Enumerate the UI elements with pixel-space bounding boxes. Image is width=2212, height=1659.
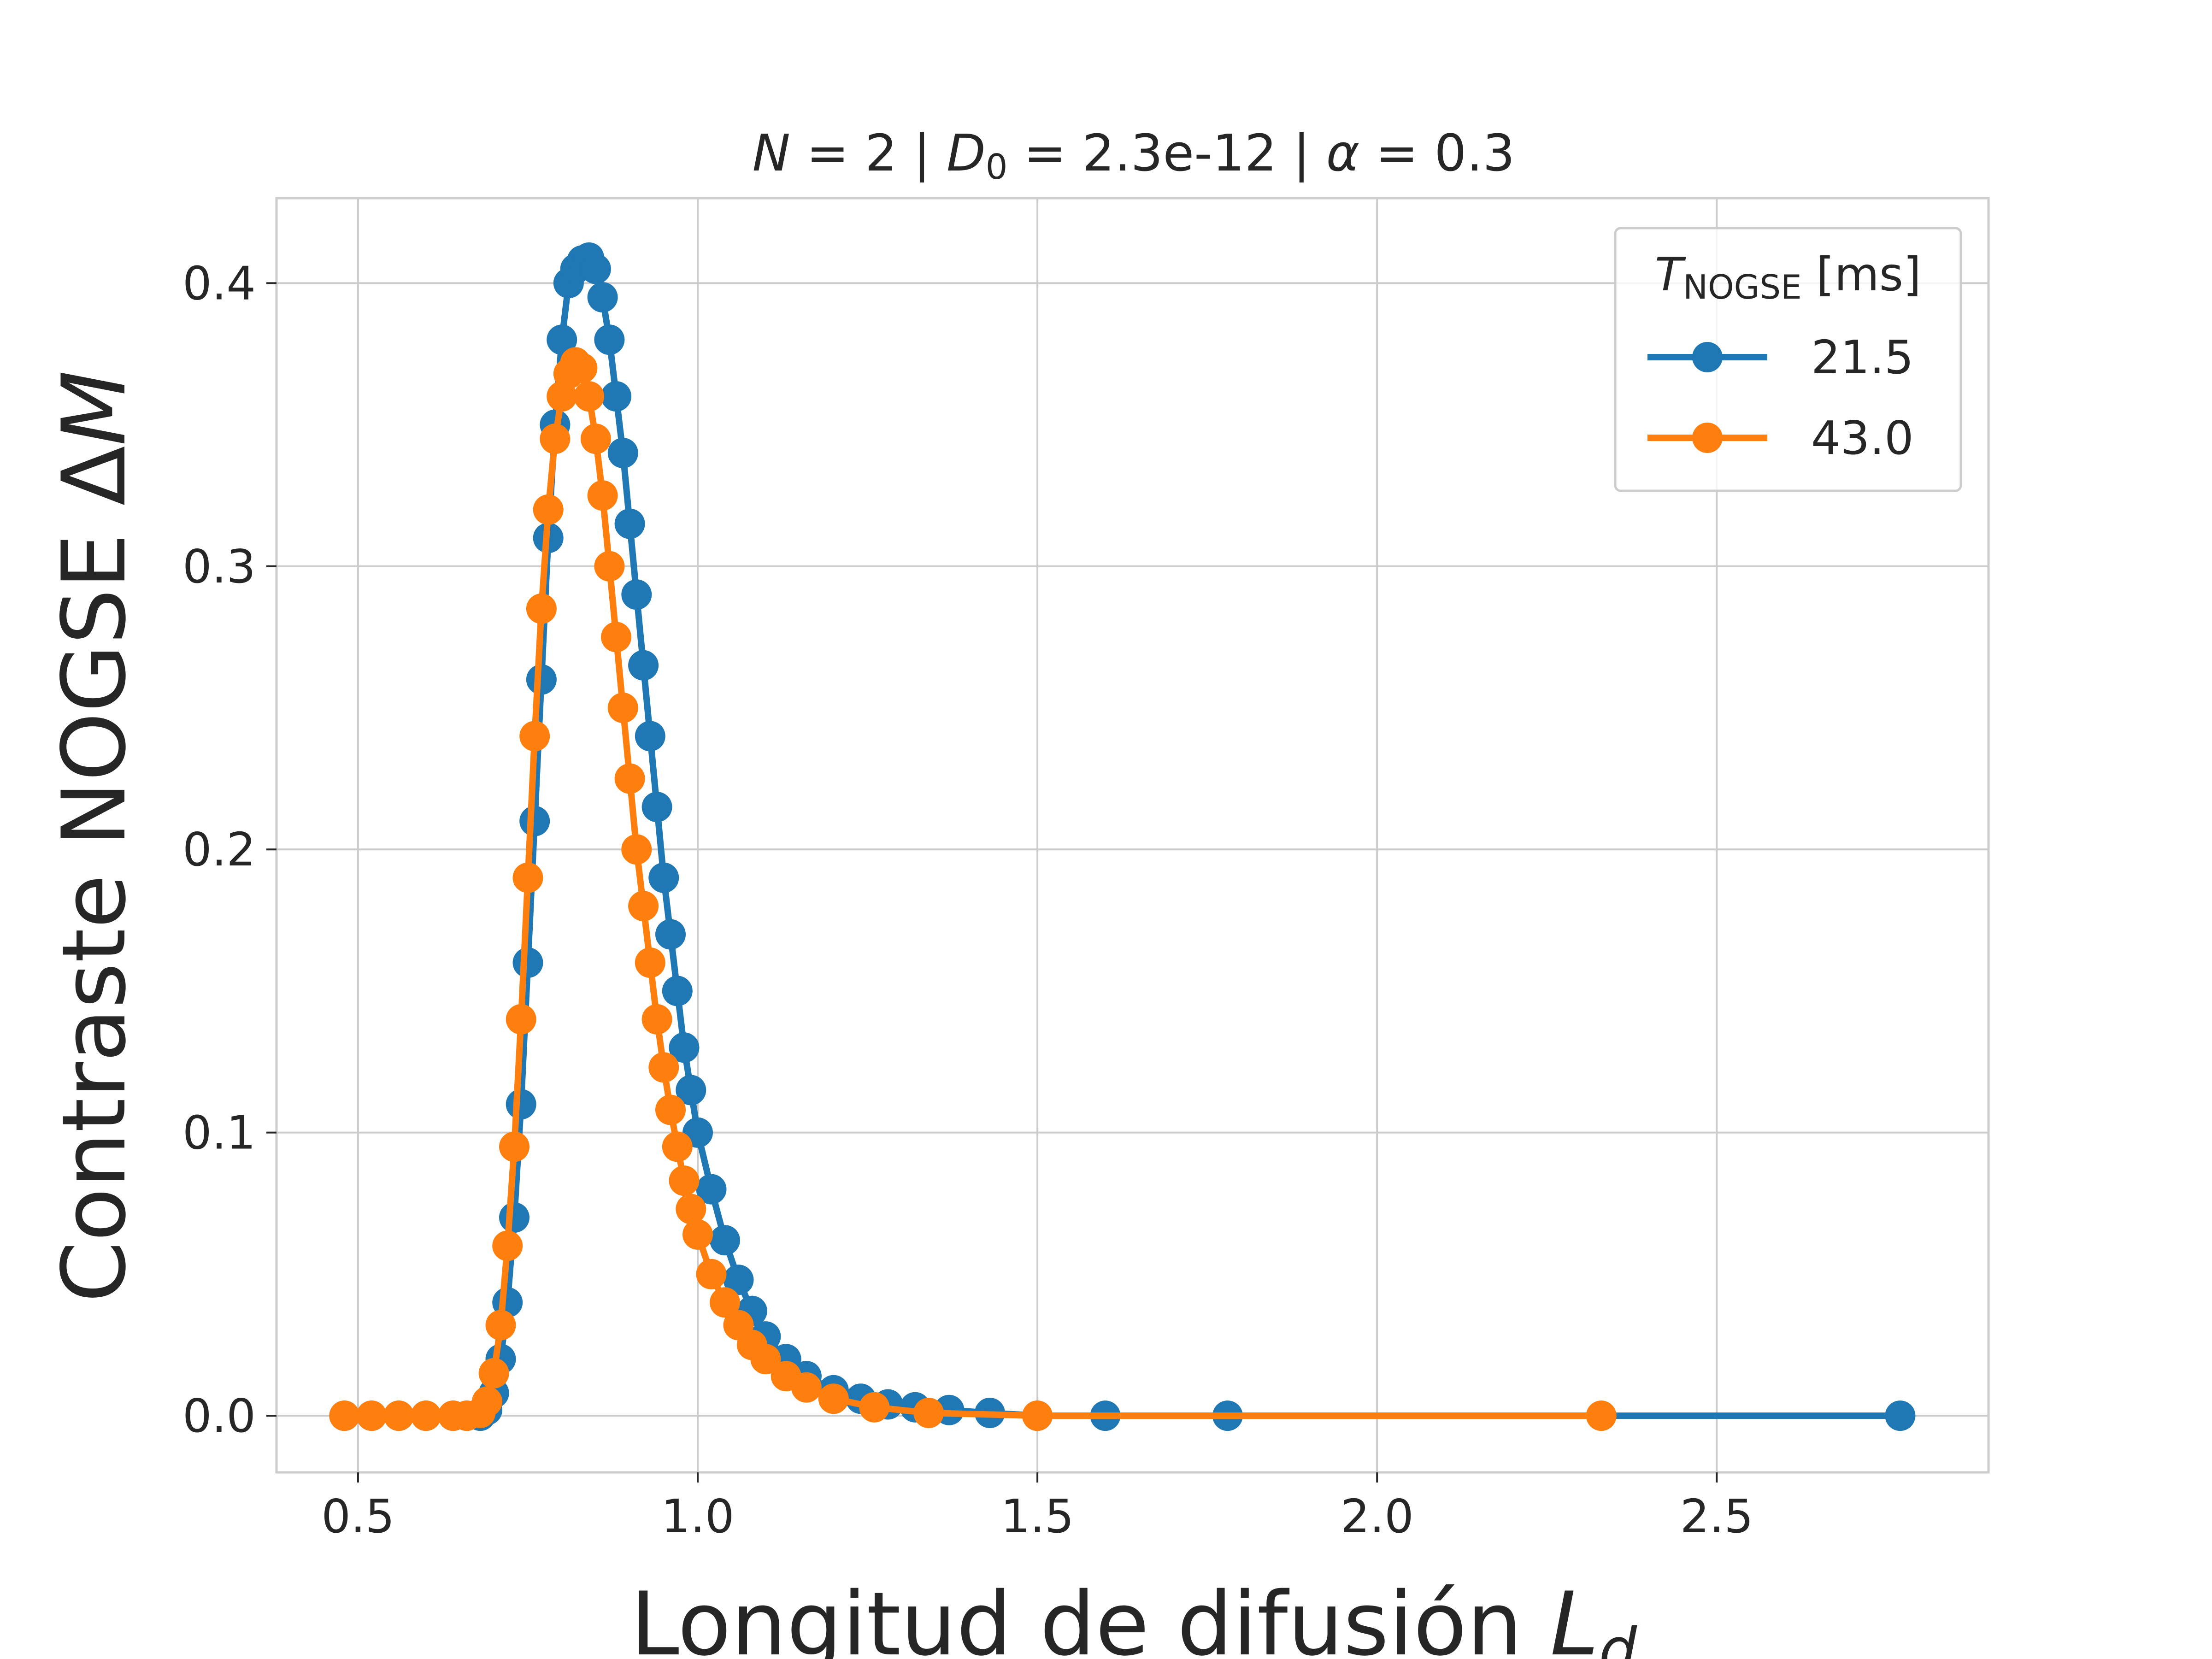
x-tick-label: 1.5: [1001, 1489, 1074, 1543]
data-point: [655, 1094, 686, 1125]
legend: TNOGSE [ms] 21.5 43.0: [1614, 227, 1962, 492]
data-point: [635, 721, 665, 752]
data-point: [696, 1259, 727, 1289]
data-point: [512, 862, 543, 893]
tick-marks: [266, 282, 1718, 1483]
data-point: [669, 1165, 700, 1196]
data-point: [723, 1265, 754, 1295]
data-point: [1022, 1400, 1053, 1431]
data-point: [641, 792, 672, 823]
data-point: [607, 438, 638, 468]
data-point: [662, 976, 693, 1006]
data-point: [499, 1202, 529, 1233]
x-tick-label: 2.0: [1341, 1489, 1414, 1543]
data-point: [655, 919, 686, 950]
data-point: [648, 862, 679, 893]
chart-title: N = 2 | D0 = 2.3e-12 | α = 0.3: [753, 124, 1515, 187]
data-point: [791, 1372, 822, 1403]
data-point: [614, 763, 645, 794]
legend-label-21-5: 21.5: [1811, 330, 1914, 384]
data-point: [519, 806, 550, 836]
y-axis-label: Contraste NOGSE ΔM: [43, 370, 145, 1302]
data-point: [818, 1383, 849, 1414]
data-point: [526, 664, 557, 695]
data-point: [329, 1400, 360, 1431]
data-point: [540, 424, 571, 454]
data-point: [492, 1230, 523, 1261]
data-point: [696, 1174, 727, 1205]
data-point: [621, 834, 652, 865]
data-point: [512, 947, 543, 978]
series-43-0: [329, 347, 1617, 1431]
legend-label-43-0: 43.0: [1811, 411, 1914, 465]
legend-marker-21-5: [1692, 342, 1723, 372]
data-point: [1885, 1400, 1916, 1431]
data-point: [628, 891, 659, 922]
data-point: [567, 353, 598, 383]
data-point: [628, 650, 659, 681]
data-point: [580, 424, 611, 454]
data-point: [547, 324, 577, 355]
data-point: [859, 1392, 890, 1423]
data-point: [478, 1358, 509, 1388]
y-tick-label: 0.1: [182, 1106, 256, 1160]
data-point: [499, 1131, 529, 1162]
data-point: [662, 1131, 693, 1162]
data-point: [506, 1089, 536, 1120]
legend-marker-43-0: [1692, 423, 1723, 453]
data-point: [710, 1287, 740, 1318]
legend-title: TNOGSE [ms]: [1655, 247, 1921, 306]
data-point: [614, 508, 645, 539]
data-point: [594, 551, 625, 582]
tick-labels: 0.5 1.0 1.5 2.0 2.5 0.0 0.1 0.2 0.3 0.4: [182, 256, 1753, 1543]
data-point: [1586, 1400, 1617, 1431]
data-point: [682, 1219, 713, 1250]
data-point: [383, 1400, 414, 1431]
data-point: [621, 579, 652, 610]
data-point: [669, 1032, 700, 1063]
x-axis-label: Longitud de difusión Ld: [630, 1573, 1638, 1659]
data-point: [526, 593, 557, 624]
data-point: [587, 282, 618, 313]
data-point: [750, 1344, 781, 1375]
data-point: [574, 381, 605, 412]
data-point: [601, 381, 632, 412]
data-point: [594, 324, 625, 355]
data-point: [533, 494, 564, 525]
data-point: [676, 1194, 706, 1224]
y-tick-label: 0.2: [182, 823, 256, 877]
series-layer: [329, 242, 1916, 1431]
x-tick-label: 1.0: [661, 1489, 734, 1543]
data-point: [506, 1004, 536, 1035]
x-tick-label: 0.5: [321, 1489, 394, 1543]
data-point: [485, 1310, 516, 1341]
data-point: [587, 480, 618, 511]
data-point: [356, 1400, 387, 1431]
data-point: [411, 1400, 441, 1431]
x-tick-label: 2.5: [1680, 1489, 1753, 1543]
data-point: [607, 693, 638, 723]
legend-entry-43-0: 43.0: [1647, 411, 1914, 465]
y-tick-label: 0.0: [182, 1389, 256, 1443]
data-point: [580, 253, 611, 284]
data-point: [472, 1386, 502, 1417]
data-point: [676, 1075, 706, 1106]
data-point: [641, 1004, 672, 1035]
data-point: [519, 721, 550, 752]
y-tick-label: 0.3: [182, 540, 256, 594]
data-point: [601, 622, 632, 653]
data-point: [710, 1225, 740, 1256]
y-tick-label: 0.4: [182, 256, 256, 310]
data-point: [648, 1052, 679, 1083]
data-point: [635, 947, 665, 978]
data-point: [913, 1398, 944, 1428]
legend-entry-21-5: 21.5: [1647, 330, 1914, 384]
